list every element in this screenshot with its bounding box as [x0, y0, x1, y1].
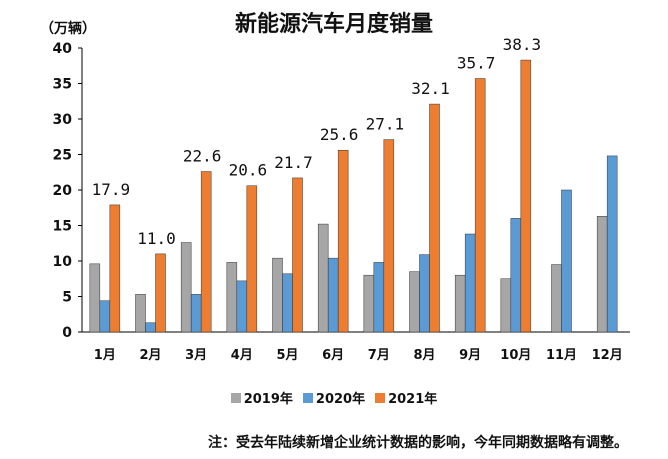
x-tick-label: 8月 — [413, 348, 435, 363]
y-tick-label: 0 — [62, 325, 72, 341]
y-tick-label: 5 — [62, 290, 72, 306]
x-tick-label: 9月 — [459, 348, 481, 363]
x-tick-label: 12月 — [592, 348, 623, 363]
data-label-2021: 27.1 — [366, 115, 405, 134]
bar-2020-8月 — [419, 254, 430, 333]
legend-item-2019: 2019年 — [230, 388, 293, 407]
bar-2021-5月 — [292, 177, 303, 333]
legend-label-2021: 2021年 — [388, 392, 438, 407]
bar-2019-11月 — [551, 264, 562, 333]
data-label-2021: 25.6 — [320, 125, 359, 144]
bar-2020-10月 — [510, 218, 522, 333]
x-tick-label: 2月 — [139, 348, 161, 363]
chart-title: 新能源汽车月度销量 — [234, 12, 433, 37]
bar-2021-2月 — [155, 253, 166, 333]
bar-2020-7月 — [373, 262, 385, 333]
bar-2021-8月 — [429, 103, 440, 333]
x-tick-label: 6月 — [322, 348, 344, 363]
data-label-2021: 32.1 — [411, 79, 450, 98]
legend-swatch-2020 — [302, 392, 313, 403]
footnote: 注：受去年陆续新增企业统计数据的影响，今年同期数据略有调整。 — [208, 435, 628, 451]
y-tick-label: 10 — [53, 254, 73, 270]
legend-label-2020: 2020年 — [315, 392, 366, 407]
y-tick-label: 40 — [53, 41, 73, 57]
bar-2019-10月 — [500, 278, 512, 333]
y-tick-label: 35 — [53, 77, 72, 93]
data-label-2021: 17.9 — [92, 180, 131, 199]
bar-2019-2月 — [135, 294, 146, 333]
x-tick-label: 4月 — [231, 348, 253, 363]
bar-2019-4月 — [226, 262, 238, 333]
x-tick-label: 10月 — [500, 348, 531, 363]
x-tick-label: 7月 — [368, 348, 390, 363]
bar-2021-9月 — [474, 78, 486, 333]
legend-swatch-2021 — [375, 392, 386, 403]
bar-2021-6月 — [337, 149, 349, 333]
legend-swatch-2019 — [230, 392, 241, 403]
bar-2019-12月 — [596, 216, 608, 333]
bar-2019-3月 — [180, 242, 192, 333]
x-tick-label: 5月 — [276, 348, 298, 363]
bar-2021-10月 — [520, 59, 532, 333]
legend-item-2021: 2021年 — [375, 388, 437, 407]
data-label-2021: 22.6 — [183, 147, 222, 166]
data-label-2021: 35.7 — [457, 54, 496, 73]
bar-2019-8月 — [409, 271, 420, 333]
bar-2020-1月 — [99, 300, 111, 333]
y-tick-label: 25 — [53, 148, 72, 164]
bar-2020-5月 — [282, 273, 293, 333]
bar-2020-3月 — [190, 294, 202, 333]
bar-2020-12月 — [606, 155, 618, 333]
bar-2020-9月 — [464, 233, 476, 333]
bar-2020-6月 — [327, 257, 339, 333]
x-tick-label: 3月 — [185, 348, 207, 363]
bar-2019-9月 — [454, 274, 466, 333]
y-tick-label: 30 — [53, 112, 73, 128]
data-label-2021: 11.0 — [137, 229, 176, 248]
y-tick-label: 20 — [53, 183, 73, 199]
data-label-2021: 20.6 — [229, 161, 268, 180]
data-label-2021: 38.3 — [503, 35, 542, 54]
bar-2019-6月 — [317, 223, 329, 333]
bar-2019-7月 — [363, 274, 375, 333]
bar-2019-5月 — [272, 257, 283, 333]
bar-2020-4月 — [236, 280, 248, 333]
bar-2020-11月 — [561, 189, 572, 333]
bar-2021-3月 — [200, 171, 212, 333]
legend-item-2020: 2020年 — [302, 388, 366, 407]
legend-label-2019: 2019年 — [243, 392, 293, 407]
bar-2021-4月 — [246, 185, 258, 333]
data-label-2021: 21.7 — [274, 153, 313, 172]
x-tick-label: 1月 — [94, 348, 116, 363]
x-tick-label: 11月 — [546, 348, 577, 363]
legend: 2019年 2020年 2021年 — [0, 388, 668, 407]
y-tick-label: 15 — [53, 219, 72, 235]
bar-2021-1月 — [109, 204, 121, 333]
bar-2021-7月 — [383, 139, 395, 333]
y-unit-label: （万辆） — [40, 21, 96, 37]
bar-2019-1月 — [89, 263, 101, 333]
bar-2020-2月 — [145, 322, 156, 333]
